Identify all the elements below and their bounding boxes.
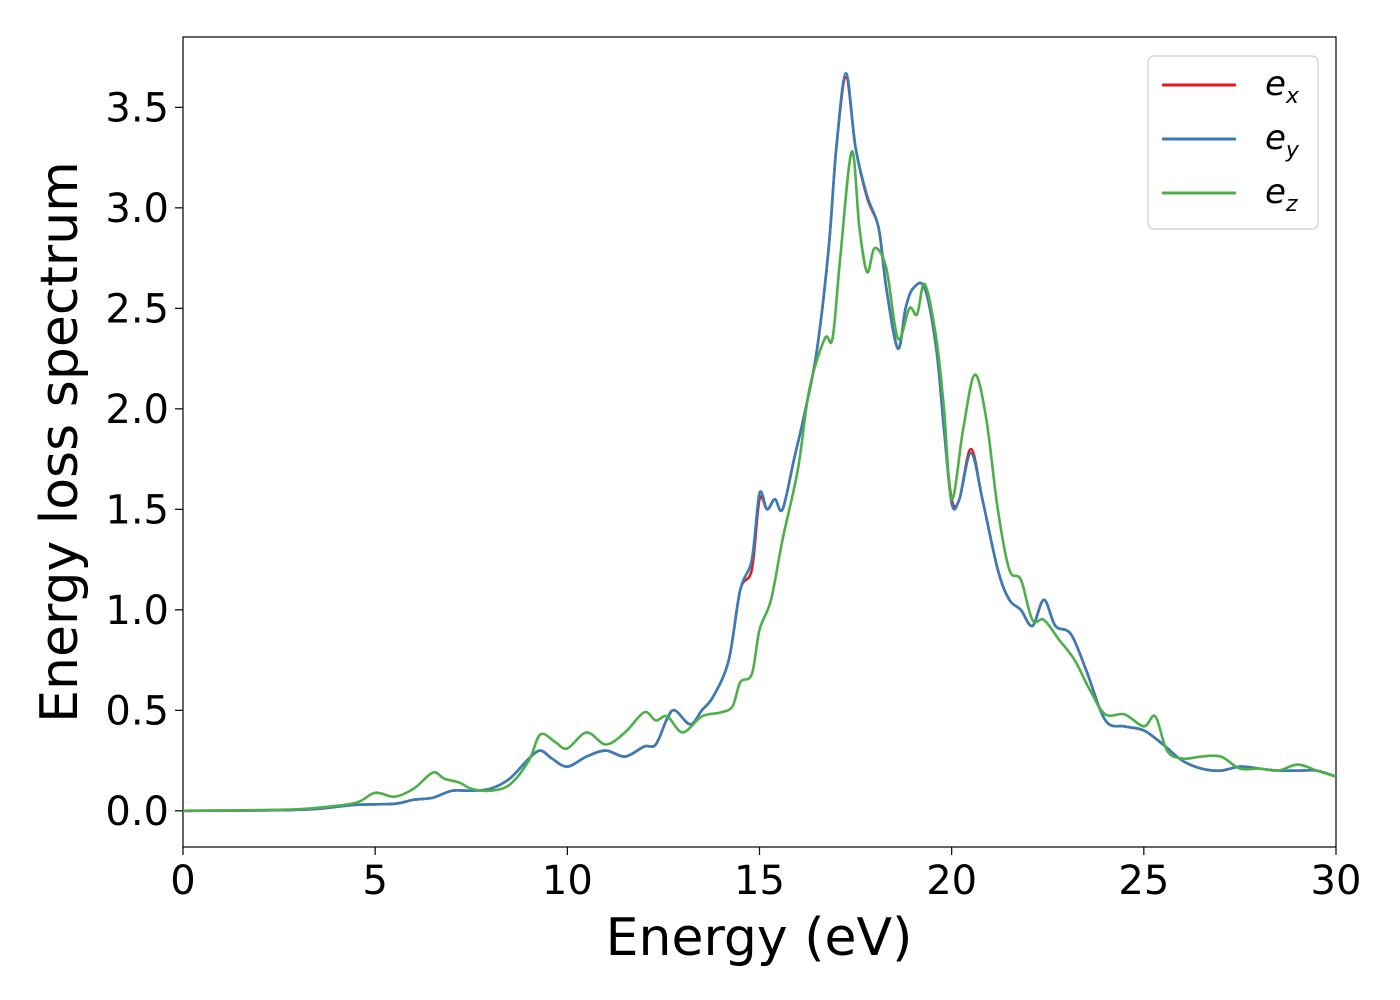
x-axis-label: Energy (eV) [606,908,913,968]
x-tick-label: 5 [362,858,387,904]
series-line-ey [182,71,1337,813]
x-axis-ticks: 0 5 10 15 20 25 30 [170,847,1361,904]
x-tick-label: 10 [542,858,593,904]
x-tick-label: 20 [926,858,977,904]
y-tick-label: 1.5 [105,487,169,533]
y-tick-label: 3.5 [105,85,169,131]
x-tick-label: 30 [1311,858,1362,904]
y-tick-label: 0.5 [105,688,169,734]
series-line-ez [182,150,1337,813]
y-tick-label: 3.0 [105,186,169,232]
y-tick-label: 0.0 [105,789,169,835]
x-tick-label: 25 [1118,858,1169,904]
legend-box [1147,55,1319,230]
y-axis-ticks: 0.0 0.5 1.0 1.5 2.0 2.5 3.0 3.5 [105,85,183,835]
x-tick-label: 15 [734,858,785,904]
y-tick-label: 2.0 [105,387,169,433]
y-tick-label: 2.5 [105,286,169,332]
series-layer [182,71,1337,813]
x-tick-label: 0 [170,858,195,904]
y-tick-label: 1.0 [105,588,169,634]
y-axis-label: Energy loss spectrum [30,161,90,723]
